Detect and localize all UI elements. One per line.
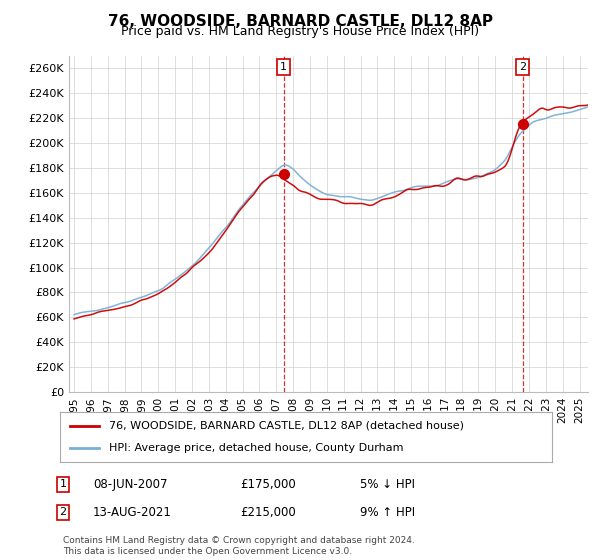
Text: 76, WOODSIDE, BARNARD CASTLE, DL12 8AP: 76, WOODSIDE, BARNARD CASTLE, DL12 8AP (107, 14, 493, 29)
Text: Price paid vs. HM Land Registry's House Price Index (HPI): Price paid vs. HM Land Registry's House … (121, 25, 479, 38)
Text: £175,000: £175,000 (240, 478, 296, 491)
Text: 76, WOODSIDE, BARNARD CASTLE, DL12 8AP (detached house): 76, WOODSIDE, BARNARD CASTLE, DL12 8AP (… (109, 421, 464, 431)
Text: 08-JUN-2007: 08-JUN-2007 (93, 478, 167, 491)
Text: 2: 2 (519, 62, 526, 72)
Text: 1: 1 (59, 479, 67, 489)
Text: 5% ↓ HPI: 5% ↓ HPI (360, 478, 415, 491)
Text: Contains HM Land Registry data © Crown copyright and database right 2024.
This d: Contains HM Land Registry data © Crown c… (63, 536, 415, 556)
Text: 13-AUG-2021: 13-AUG-2021 (93, 506, 172, 519)
Text: 1: 1 (280, 62, 287, 72)
Text: 9% ↑ HPI: 9% ↑ HPI (360, 506, 415, 519)
Text: £215,000: £215,000 (240, 506, 296, 519)
Text: HPI: Average price, detached house, County Durham: HPI: Average price, detached house, Coun… (109, 443, 404, 453)
Text: 2: 2 (59, 507, 67, 517)
